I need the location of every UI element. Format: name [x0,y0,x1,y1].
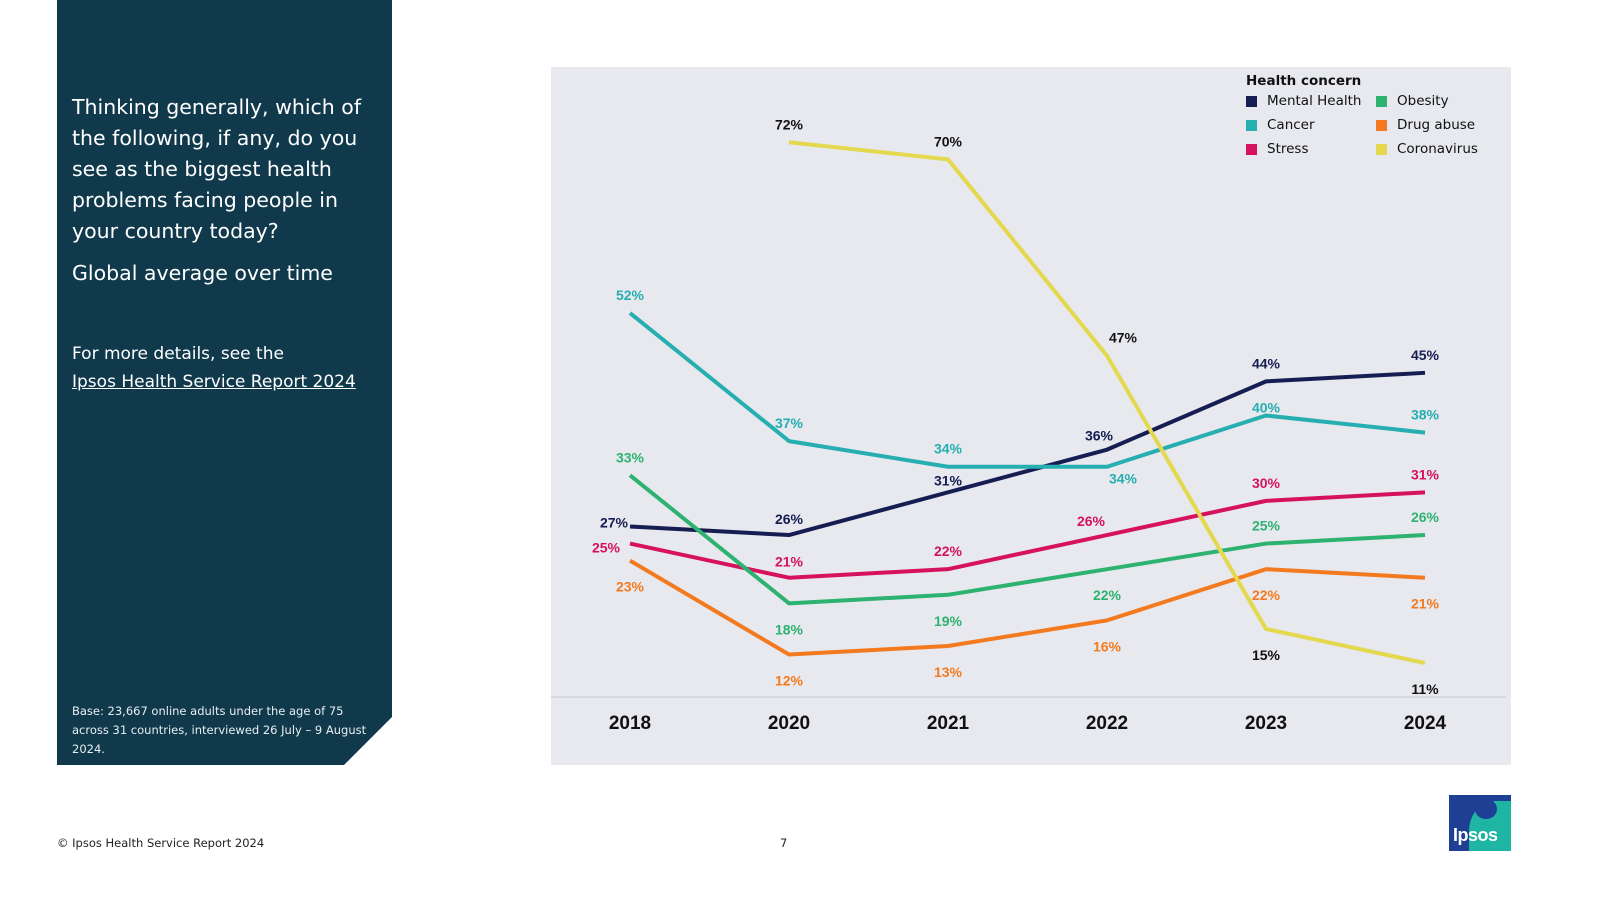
data-label: 45% [1411,347,1440,363]
details-prefix: For more details, see the [72,344,284,364]
legend-label: Cancer [1267,117,1315,133]
legend-item: Mental Health [1246,93,1376,109]
legend-item: Obesity [1376,93,1496,109]
copyright-text: © Ipsos Health Service Report 2024 [57,836,265,850]
data-label: 15% [1252,647,1281,663]
legend-label: Obesity [1397,93,1449,109]
legend-item: Stress [1246,141,1376,157]
chart-subtitle: Global average over time [72,261,333,285]
data-label: 52% [616,287,645,303]
data-label: 38% [1411,407,1440,423]
data-label: 22% [1093,587,1122,603]
data-label: 33% [616,449,645,465]
legend-label: Drug abuse [1397,117,1476,133]
data-label: 16% [1093,638,1122,654]
data-label: 25% [592,540,621,556]
survey-question: Thinking generally, which of the followi… [72,95,362,243]
question-panel: Thinking generally, which of the followi… [57,0,392,765]
legend-item: Drug abuse [1376,117,1496,133]
data-label: 40% [1252,400,1281,416]
legend-title: Health concern [1246,73,1362,89]
data-label: 22% [934,543,963,559]
data-label: 34% [934,441,963,457]
series-line-obesity [628,473,1426,606]
x-tick-label: 2024 [1404,713,1447,734]
data-label: 27% [600,514,629,530]
series-line-coronavirus [788,140,1426,666]
data-label: 19% [934,613,963,629]
data-label: 25% [1252,518,1281,534]
data-label: 31% [1411,466,1440,482]
data-label: 26% [1077,513,1106,529]
logo-head-shape [1475,799,1497,819]
data-label: 21% [1411,596,1440,612]
legend-swatch [1246,119,1257,131]
ipsos-logo: Ipsos [1449,795,1511,851]
data-label: 34% [1109,471,1138,487]
report-link[interactable]: Ipsos Health Service Report 2024 [72,372,356,392]
data-label: 30% [1252,475,1281,491]
data-label: 31% [934,472,963,488]
data-label: 12% [775,673,804,689]
chart-canvas: 2018 2020 2021 2022 2023 2024 27% 26% 31% 36% 44% 4… [551,116,1506,734]
base-note: Base: 23,667 online adults under the age… [72,704,367,756]
series-line-stress [629,490,1426,580]
data-label: 21% [775,554,804,570]
data-label: 13% [934,664,963,680]
data-label: 37% [775,415,804,431]
legend-swatch [1376,119,1387,131]
data-label: 26% [1411,509,1440,525]
data-label: 11% [1411,681,1439,697]
legend-item: Cancer [1246,117,1376,133]
data-label: 36% [1085,428,1114,444]
legend-item: Coronavirus [1376,141,1496,157]
series-line-drug-abuse [628,558,1426,657]
data-label: 22% [1252,587,1281,603]
data-label: 23% [616,579,645,595]
legend-label: Mental Health [1267,93,1362,109]
x-tick-label: 2020 [768,713,810,734]
series-line-cancer [628,311,1426,469]
x-tick-label: 2023 [1245,713,1287,734]
data-label: 47% [1109,330,1138,346]
legend-swatch [1246,143,1257,155]
data-label: 26% [775,511,804,527]
legend-swatch [1376,95,1387,107]
legend-label: Coronavirus [1397,141,1478,157]
x-tick-label: 2018 [609,713,651,734]
data-label: 72% [775,116,804,132]
data-label: 70% [934,133,963,149]
legend-items: Mental Health Obesity Cancer Drug abuse Stre… [1246,93,1506,157]
data-label: 44% [1252,355,1281,371]
logo-text: Ipsos [1453,825,1498,845]
data-label: 18% [775,621,804,637]
chart-legend: Health concern Mental Health Obesity Cance… [1246,73,1506,157]
legend-label: Stress [1267,141,1309,157]
x-tick-label: 2021 [927,713,970,734]
legend-swatch [1246,95,1257,107]
series-line-mental-health [629,370,1426,538]
line-chart: 2018 2020 2021 2022 2023 2024 27% 26% 31% 36% 44% 4… [551,67,1511,765]
page-number: 7 [780,836,788,850]
legend-swatch [1376,143,1387,155]
details-text: For more details, see the Ipsos Health S… [72,340,382,396]
x-tick-label: 2022 [1086,713,1128,734]
